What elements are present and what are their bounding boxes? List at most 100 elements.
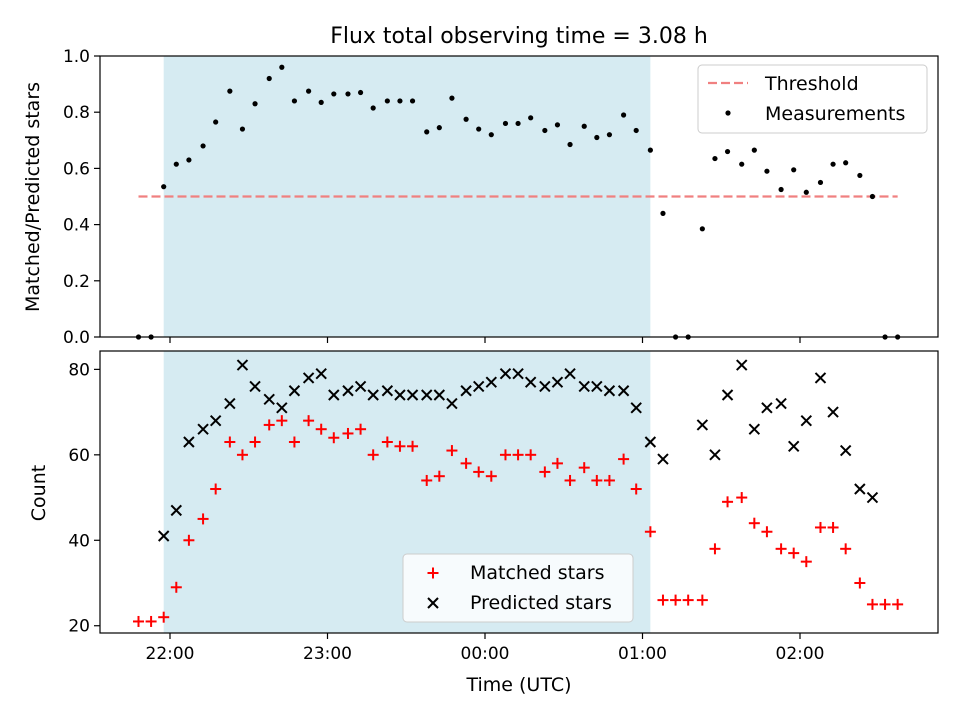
measurement-point (424, 129, 430, 135)
measurement-point (817, 179, 824, 186)
series-predicted-stars (157, 359, 879, 542)
measurement-point (751, 147, 757, 153)
measurement-point (764, 168, 770, 174)
measurement-point (502, 120, 509, 127)
measurement-point (869, 193, 876, 200)
matched-point (421, 474, 433, 486)
predicted-point (288, 385, 301, 397)
predicted-point (709, 449, 721, 461)
matched-point (342, 427, 354, 439)
predicted-point (512, 367, 524, 380)
series-measurements (135, 64, 901, 340)
x-axis-label: Time (UTC) (465, 674, 571, 696)
matched-point (827, 521, 839, 533)
predicted-point (367, 389, 379, 401)
legend-predicted-label: Predicted stars (470, 592, 612, 614)
measurement-point (739, 161, 745, 167)
measurement-point (633, 127, 639, 134)
predicted-point (183, 436, 195, 448)
chart-title: Flux total observing time = 3.08 h (330, 24, 708, 49)
predicted-point (551, 376, 564, 388)
measurement-point (186, 157, 192, 163)
predicted-point (381, 385, 394, 397)
matched-point (525, 449, 537, 461)
predicted-point (236, 359, 249, 371)
x-tick-label: 23:00 (303, 644, 352, 664)
legend-matched-label: Matched stars (470, 562, 604, 584)
measurement-point (528, 115, 534, 121)
measurement-point (200, 143, 206, 149)
matched-point (854, 577, 866, 589)
measurement-point (161, 184, 167, 190)
measurement-point (279, 64, 285, 70)
x-tick-label: 01:00 (618, 644, 667, 664)
matched-point (512, 449, 524, 461)
measurement-point (699, 226, 705, 232)
matched-point (800, 556, 812, 568)
matched-point (328, 432, 340, 444)
measurement-point (213, 119, 219, 125)
matched-point (657, 594, 669, 606)
legend-measurements-swatch (725, 110, 731, 116)
matched-point (288, 436, 300, 448)
predicted-point (249, 380, 261, 393)
matched-point (682, 594, 694, 606)
predicted-point (485, 376, 498, 388)
predicted-point (315, 367, 327, 380)
series-matched-stars (133, 415, 904, 627)
measurement-point (252, 101, 258, 107)
bottom-y-axis-label: Count (28, 465, 50, 521)
matched-point (814, 521, 826, 533)
legend-measurements-label: Measurements (765, 103, 905, 125)
measurement-point (542, 127, 548, 134)
measurement-point (266, 75, 272, 82)
measurement-point (581, 123, 587, 129)
matched-point (263, 419, 275, 431)
matched-point (564, 474, 576, 486)
measurement-point (803, 189, 809, 195)
y-tick-label: 80 (68, 360, 90, 380)
predicted-point (170, 504, 183, 517)
matched-point (446, 445, 458, 457)
measurement-point (712, 155, 718, 162)
predicted-point (787, 440, 800, 452)
matched-point (709, 543, 721, 555)
predicted-point (854, 483, 866, 495)
y-tick-label: 0.4 (63, 216, 90, 236)
predicted-point (342, 385, 354, 397)
measurement-point (488, 132, 494, 138)
predicted-point (827, 406, 839, 418)
predicted-point (446, 397, 458, 410)
matched-point (276, 415, 288, 427)
measurement-point (345, 91, 351, 97)
matched-point (591, 474, 603, 486)
predicted-point (736, 359, 748, 371)
matched-point (630, 483, 642, 495)
matched-point (736, 492, 748, 504)
matched-point (183, 534, 195, 546)
predicted-point (263, 393, 275, 405)
predicted-point (866, 491, 879, 504)
matched-point (236, 449, 248, 461)
predicted-point (539, 380, 551, 393)
measurement-point (621, 112, 627, 118)
matched-point (133, 615, 144, 627)
matched-point (696, 594, 708, 606)
predicted-point (696, 419, 709, 431)
measurement-point (594, 134, 600, 141)
matched-point (249, 436, 261, 448)
predicted-point (800, 414, 813, 427)
matched-point (840, 543, 852, 555)
legend-matched-swatch (427, 567, 439, 579)
measurement-point (436, 125, 442, 131)
y-tick-label: 0.0 (63, 328, 90, 348)
x-tick-label: 02:00 (776, 644, 825, 664)
measurement-point (397, 98, 403, 104)
measurement-point (724, 148, 731, 155)
legend-bottom: Matched stars Predicted stars (402, 553, 634, 623)
predicted-point (460, 385, 472, 397)
matched-point (670, 594, 682, 606)
predicted-point (302, 372, 315, 384)
matched-point (539, 466, 551, 478)
